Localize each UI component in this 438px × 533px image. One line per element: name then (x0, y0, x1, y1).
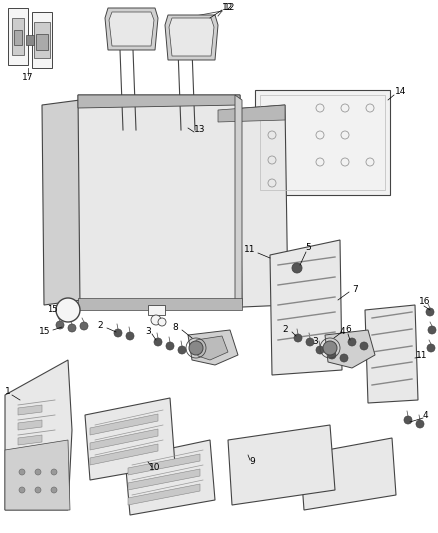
Polygon shape (255, 90, 390, 195)
Circle shape (35, 487, 41, 493)
Polygon shape (12, 18, 24, 55)
Text: 14: 14 (395, 87, 406, 96)
Circle shape (114, 329, 122, 337)
Text: 12: 12 (223, 4, 234, 12)
Text: 8: 8 (172, 324, 178, 333)
Polygon shape (128, 469, 200, 490)
Polygon shape (5, 360, 72, 510)
Circle shape (19, 487, 25, 493)
Circle shape (154, 338, 162, 346)
Circle shape (328, 351, 336, 359)
Polygon shape (125, 440, 215, 515)
Polygon shape (90, 444, 158, 465)
Polygon shape (8, 8, 28, 65)
Text: 4: 4 (339, 327, 345, 336)
Polygon shape (165, 15, 218, 60)
Circle shape (340, 354, 348, 362)
Text: 15: 15 (47, 305, 57, 314)
Circle shape (360, 342, 368, 350)
Text: 3: 3 (312, 337, 318, 346)
Polygon shape (196, 336, 228, 360)
Circle shape (158, 318, 166, 326)
Circle shape (306, 338, 314, 346)
Circle shape (51, 469, 57, 475)
Polygon shape (270, 240, 342, 375)
Circle shape (428, 326, 436, 334)
Polygon shape (42, 100, 82, 305)
Circle shape (189, 341, 203, 355)
Text: 17: 17 (22, 74, 34, 83)
Circle shape (426, 308, 434, 316)
Polygon shape (148, 305, 165, 315)
Text: 5: 5 (305, 244, 311, 253)
Polygon shape (34, 22, 50, 58)
Polygon shape (169, 18, 214, 56)
Text: 6: 6 (345, 326, 351, 335)
Circle shape (348, 338, 356, 346)
Polygon shape (109, 12, 154, 46)
Polygon shape (90, 429, 158, 450)
Circle shape (126, 332, 134, 340)
Circle shape (68, 324, 76, 332)
Circle shape (19, 469, 25, 475)
Circle shape (151, 315, 161, 325)
Text: 1: 1 (5, 387, 11, 397)
Circle shape (316, 346, 324, 354)
Circle shape (323, 341, 337, 355)
Text: 2: 2 (97, 321, 103, 330)
Polygon shape (235, 95, 242, 305)
Polygon shape (128, 454, 200, 475)
Polygon shape (26, 35, 34, 45)
Polygon shape (188, 330, 238, 365)
Circle shape (56, 298, 80, 322)
Text: 9: 9 (249, 457, 255, 466)
Text: 15: 15 (39, 327, 51, 336)
Text: 7: 7 (352, 286, 358, 295)
Polygon shape (5, 440, 70, 510)
Polygon shape (128, 484, 200, 505)
Polygon shape (85, 398, 175, 480)
Text: 13: 13 (194, 125, 206, 134)
Polygon shape (90, 414, 158, 435)
Text: 11: 11 (244, 246, 256, 254)
Polygon shape (365, 305, 418, 403)
Polygon shape (218, 105, 288, 308)
Circle shape (35, 469, 41, 475)
Polygon shape (78, 298, 242, 310)
Circle shape (427, 344, 435, 352)
Circle shape (416, 420, 424, 428)
Polygon shape (300, 438, 396, 510)
Polygon shape (18, 435, 42, 445)
Polygon shape (228, 425, 335, 505)
Circle shape (80, 322, 88, 330)
Circle shape (178, 346, 186, 354)
Text: 11: 11 (416, 351, 428, 359)
Text: 12: 12 (224, 4, 236, 12)
Circle shape (166, 342, 174, 350)
Circle shape (292, 263, 302, 273)
Text: 3: 3 (145, 327, 151, 336)
Polygon shape (105, 8, 158, 50)
Polygon shape (18, 420, 42, 430)
Circle shape (294, 334, 302, 342)
Polygon shape (78, 95, 242, 308)
Circle shape (404, 416, 412, 424)
Polygon shape (32, 12, 52, 68)
Circle shape (56, 321, 64, 329)
Text: 16: 16 (419, 297, 431, 306)
Text: 10: 10 (149, 464, 161, 472)
Text: 4: 4 (422, 410, 428, 419)
Polygon shape (218, 105, 285, 122)
Polygon shape (14, 30, 22, 45)
Polygon shape (78, 95, 240, 108)
Text: 2: 2 (282, 326, 288, 335)
Polygon shape (36, 34, 48, 50)
Circle shape (51, 487, 57, 493)
Polygon shape (325, 330, 375, 368)
Polygon shape (18, 405, 42, 415)
